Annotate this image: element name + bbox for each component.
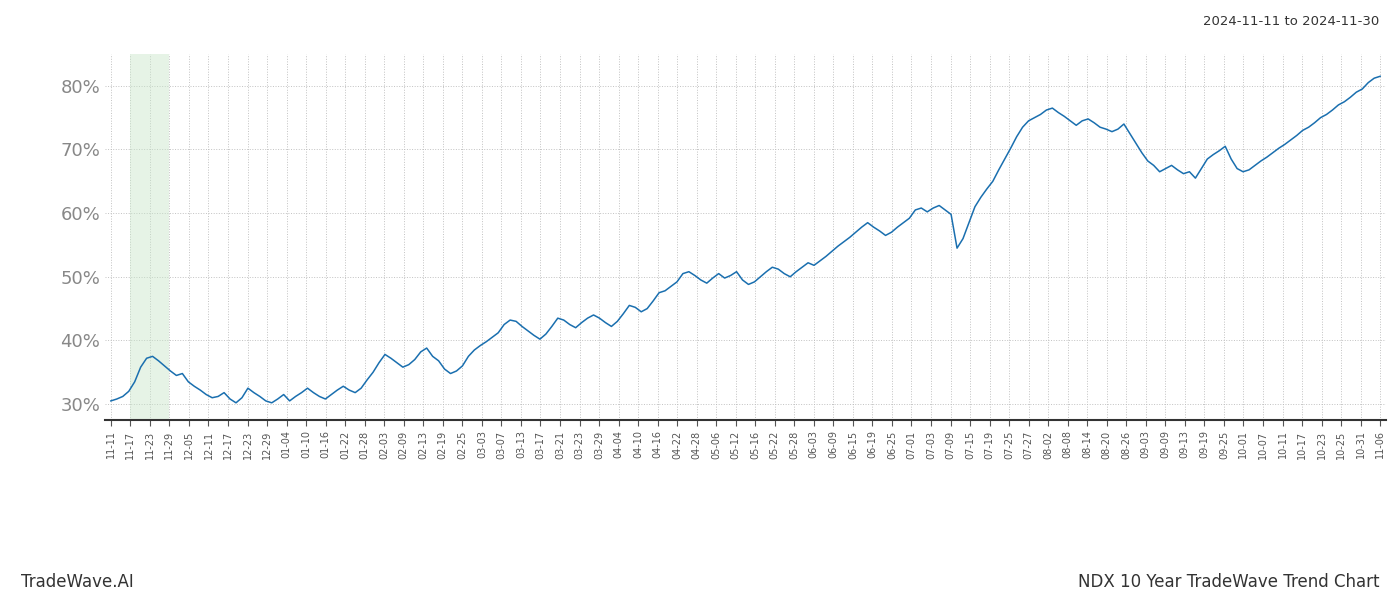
Text: NDX 10 Year TradeWave Trend Chart: NDX 10 Year TradeWave Trend Chart	[1078, 573, 1379, 591]
Text: TradeWave.AI: TradeWave.AI	[21, 573, 134, 591]
Bar	[130, 54, 169, 420]
Text: 2024-11-11 to 2024-11-30: 2024-11-11 to 2024-11-30	[1203, 15, 1379, 28]
